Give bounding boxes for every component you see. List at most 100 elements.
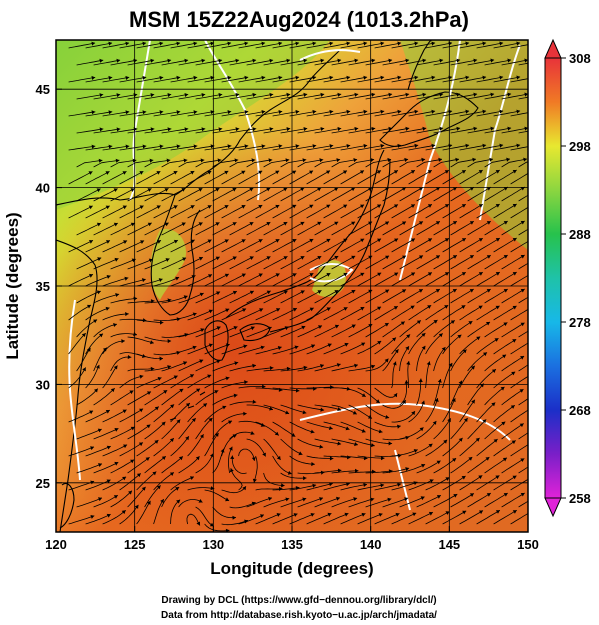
streamline-arrowhead	[110, 388, 115, 393]
streamline	[153, 472, 175, 491]
streamline-arrowhead	[283, 256, 288, 260]
streamline-arrowhead	[261, 41, 266, 46]
streamline	[408, 511, 434, 525]
streamline	[331, 364, 358, 372]
streamline	[476, 509, 501, 525]
streamline-arrowhead	[334, 255, 339, 260]
streamline-arrowhead	[506, 157, 510, 162]
streamline	[391, 272, 416, 287]
streamline	[416, 420, 437, 440]
streamline-arrowhead	[184, 93, 189, 97]
streamline	[493, 76, 521, 83]
streamline	[153, 42, 181, 49]
streamline	[76, 94, 104, 100]
streamline-arrowhead	[244, 41, 249, 46]
streamline	[433, 186, 458, 202]
streamline-arrowhead	[146, 500, 151, 505]
streamline	[399, 127, 427, 134]
streamline	[416, 319, 438, 338]
streamline	[382, 59, 410, 66]
streamline	[374, 170, 399, 185]
streamline-arrowhead	[501, 421, 506, 426]
streamline-arrowhead	[418, 187, 423, 191]
streamline-arrowhead	[530, 204, 534, 208]
streamline-arrowhead	[465, 75, 470, 80]
streamline	[170, 111, 198, 117]
streamline	[323, 42, 351, 49]
streamline	[501, 186, 525, 202]
streamline-arrowhead	[311, 462, 315, 467]
streamline	[450, 59, 478, 66]
y-tick-label: 30	[36, 377, 50, 392]
streamline-arrowhead	[351, 187, 355, 192]
streamline	[306, 307, 331, 321]
streamline	[408, 332, 426, 355]
streamline-arrowhead	[130, 459, 135, 464]
streamline	[204, 405, 227, 423]
streamline	[365, 438, 393, 444]
streamline	[501, 127, 528, 134]
streamline	[289, 484, 317, 491]
isotherm-south	[394, 449, 411, 511]
streamline-arrowhead	[461, 305, 466, 309]
streamline-arrowhead	[184, 333, 189, 337]
streamline-arrowhead	[269, 127, 274, 132]
streamline-arrowhead	[88, 171, 93, 175]
streamline-arrowhead	[458, 380, 463, 385]
streamline-arrowhead	[124, 276, 129, 281]
streamline	[365, 404, 390, 419]
streamline-arrowhead	[241, 239, 246, 243]
streamline-arrowhead	[196, 521, 200, 526]
streamline-arrowhead	[479, 510, 483, 515]
streamline-arrowhead	[475, 437, 480, 442]
streamline-arrowhead	[354, 126, 359, 131]
coast-sakhalin	[407, 40, 433, 91]
streamline	[187, 434, 204, 457]
streamline-arrowhead	[167, 339, 172, 344]
x-tick-label: 145	[438, 537, 460, 552]
colorbar-label: 258	[569, 491, 591, 506]
streamline-arrowhead	[465, 41, 470, 46]
y-tick-label: 45	[36, 82, 50, 97]
streamline-arrowhead	[241, 205, 246, 209]
streamline-arrowhead	[516, 41, 521, 46]
streamline	[178, 222, 203, 236]
streamline-arrowhead	[89, 240, 93, 244]
streamline-arrowhead	[301, 325, 306, 330]
streamline-arrowhead	[185, 403, 190, 407]
streamline	[493, 371, 516, 389]
streamline-arrowhead	[309, 238, 314, 243]
streamline-arrowhead	[86, 347, 91, 352]
streamline	[204, 204, 229, 219]
streamline-arrowhead	[210, 453, 214, 458]
streamline	[399, 427, 424, 440]
streamline	[510, 375, 528, 389]
streamline-arrowhead	[537, 390, 541, 394]
streamline	[297, 187, 322, 202]
streamline	[357, 306, 382, 321]
streamline-arrowhead	[428, 511, 433, 516]
streamline	[476, 438, 498, 457]
streamline-arrowhead	[500, 386, 505, 391]
streamline	[170, 170, 195, 185]
streamline-arrowhead	[128, 490, 132, 495]
streamline-arrowhead	[414, 41, 419, 46]
streamline	[110, 222, 135, 236]
streamline-arrowhead	[388, 126, 393, 131]
streamline-arrowhead	[452, 255, 457, 259]
streamline	[161, 59, 189, 66]
streamline-arrowhead	[444, 272, 449, 276]
streamline-arrowhead	[410, 204, 415, 208]
streamline	[127, 222, 152, 236]
streamline	[314, 93, 342, 100]
streamline	[357, 238, 382, 253]
streamline-arrowhead	[227, 41, 232, 46]
japan-alps-cool-region	[312, 260, 346, 297]
streamline-arrowhead	[192, 312, 197, 317]
streamline-arrowhead	[343, 238, 348, 243]
streamline-arrowhead	[252, 478, 257, 483]
streamline	[221, 485, 247, 494]
streamline	[144, 421, 166, 440]
streamline-arrowhead	[142, 110, 147, 115]
